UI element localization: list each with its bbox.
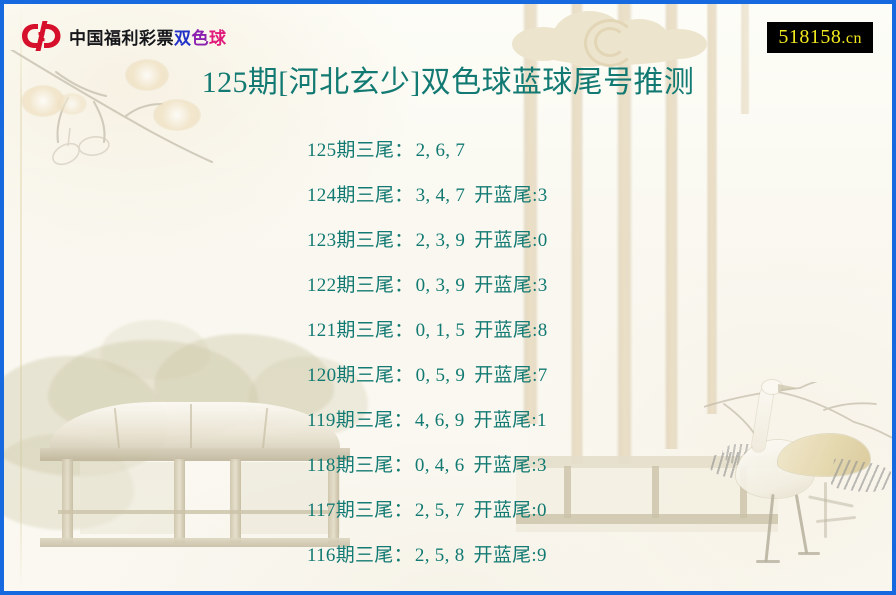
row-period-label: 117期三尾： <box>307 500 413 521</box>
list-item: 123期三尾： 2, 3, 9 开蓝尾:0 <box>307 218 727 263</box>
row-open-value: 开蓝尾:0 <box>473 500 547 521</box>
emblem-svg <box>22 21 61 51</box>
row-tails-value: 2, 6, 7 <box>415 140 466 161</box>
pine-tree-icon <box>100 320 210 380</box>
row-period-label: 123期三尾： <box>307 230 414 251</box>
row-open-value: 开蓝尾:1 <box>473 410 547 431</box>
site-badge[interactable]: 518158.cn <box>767 22 873 53</box>
list-item: 117期三尾： 2, 5, 7 开蓝尾:0 <box>307 488 727 533</box>
row-tails-value: 2, 5, 8 <box>414 545 465 566</box>
balustrade-post-icon <box>740 466 747 518</box>
crane-icon <box>704 380 892 582</box>
row-tails-value: 3, 4, 7 <box>415 185 466 206</box>
row-tails-value: 0, 5, 9 <box>415 365 466 386</box>
site-header: 中国福利彩票 双 色 球 518158.cn <box>4 4 892 58</box>
list-item: 120期三尾： 0, 5, 9 开蓝尾:7 <box>307 353 727 398</box>
list-item: 119期三尾： 4, 6, 9 开蓝尾:1 <box>307 398 727 443</box>
pine-tree-icon <box>4 434 134 530</box>
pavilion-icon <box>40 402 350 547</box>
row-period-label: 116期三尾： <box>307 545 413 566</box>
pine-tree-icon <box>4 356 168 476</box>
row-tails-value: 2, 5, 7 <box>414 500 465 521</box>
logo-wordmark: 中国福利彩票 双 色 球 <box>69 24 227 49</box>
logo-product-char-3: 球 <box>209 28 227 49</box>
list-item: 118期三尾： 0, 4, 6 开蓝尾:3 <box>307 443 727 488</box>
page-title: 125期[河北玄少]双色球蓝球尾号推测 <box>201 66 695 99</box>
row-open-value: 开蓝尾:0 <box>474 230 548 251</box>
row-open-value: 开蓝尾:9 <box>473 545 547 566</box>
logo-brand-text: 中国福利彩票 <box>69 28 174 49</box>
row-period-label: 122期三尾： <box>307 275 414 296</box>
row-tails-value: 4, 6, 9 <box>414 410 465 431</box>
row-tails-value: 0, 3, 9 <box>415 275 466 296</box>
row-period-label: 124期三尾： <box>307 185 414 206</box>
site-badge-name: 518158 <box>778 26 842 48</box>
list-item: 122期三尾： 0, 3, 9 开蓝尾:3 <box>307 263 727 308</box>
logo-product-char-1: 双 <box>174 28 192 49</box>
row-period-label: 125期三尾： <box>307 140 414 161</box>
row-period-label: 119期三尾： <box>307 410 413 431</box>
list-item: 121期三尾： 0, 1, 5 开蓝尾:8 <box>307 308 727 353</box>
row-open-value: 开蓝尾:3 <box>474 275 548 296</box>
row-tails-value: 0, 1, 5 <box>415 320 466 341</box>
row-period-label: 120期三尾： <box>307 365 414 386</box>
row-open-value: 开蓝尾:8 <box>474 320 548 341</box>
china-welfare-lottery-emblem-icon <box>22 21 62 51</box>
row-period-label: 121期三尾： <box>307 320 414 341</box>
row-open-value: 开蓝尾:3 <box>474 185 548 206</box>
list-item: 116期三尾： 2, 5, 8 开蓝尾:9 <box>307 533 727 578</box>
site-badge-tld: .cn <box>841 30 862 47</box>
row-open-value: 开蓝尾:3 <box>473 455 547 476</box>
logo-product-char-2: 色 <box>191 28 209 49</box>
row-tails-value: 2, 3, 9 <box>415 230 466 251</box>
row-tails-value: 0, 4, 6 <box>414 455 465 476</box>
list-item: 124期三尾： 3, 4, 7 开蓝尾:3 <box>307 173 727 218</box>
row-period-label: 118期三尾： <box>307 455 413 476</box>
site-logo[interactable]: 中国福利彩票 双 色 球 <box>22 21 227 51</box>
row-open-value: 开蓝尾:7 <box>474 365 548 386</box>
list-item: 125期三尾： 2, 6, 7 <box>307 128 727 173</box>
crane-branch-svg <box>704 382 892 439</box>
pine-tree-icon <box>48 340 258 440</box>
prediction-list: 125期三尾： 2, 6, 7 124期三尾： 3, 4, 7 开蓝尾:3 123期三… <box>307 128 727 578</box>
